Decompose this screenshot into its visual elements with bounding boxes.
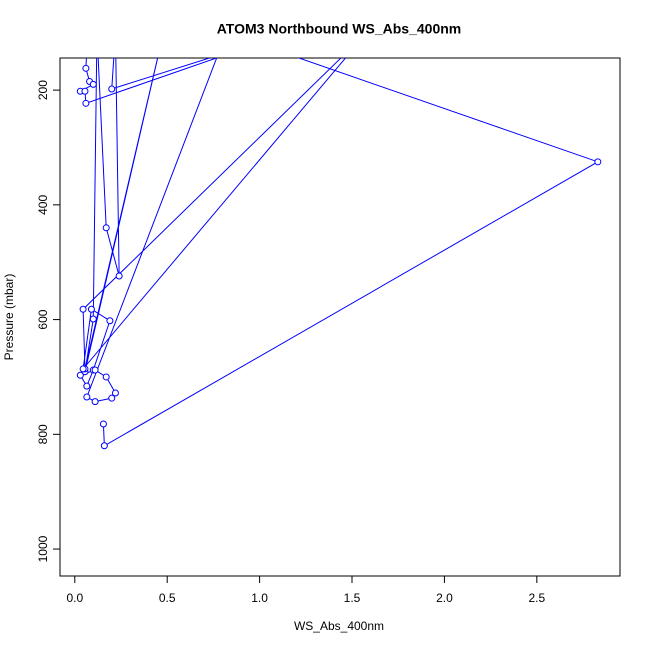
data-point bbox=[594, 158, 602, 166]
data-point bbox=[82, 64, 90, 72]
data-point bbox=[100, 442, 108, 450]
data-point bbox=[76, 371, 84, 379]
data-point bbox=[111, 389, 119, 397]
data-point bbox=[99, 420, 107, 428]
data-line bbox=[79, 58, 600, 447]
data-point bbox=[83, 382, 91, 390]
data-point bbox=[102, 373, 110, 381]
data-point bbox=[112, 30, 118, 36]
y-tick-label: 1000 bbox=[36, 535, 50, 562]
data-point bbox=[108, 394, 116, 402]
data-point bbox=[102, 224, 110, 232]
x-tick-label: 2.0 bbox=[436, 591, 453, 605]
x-tick-label: 1.5 bbox=[344, 591, 361, 605]
x-tick-label: 0.5 bbox=[159, 591, 176, 605]
data-point bbox=[94, 30, 100, 36]
y-tick-label: 800 bbox=[36, 424, 50, 444]
data-point bbox=[89, 80, 97, 88]
y-tick-label: 400 bbox=[36, 195, 50, 215]
y-tick-label: 200 bbox=[36, 80, 50, 100]
x-tick-label: 0.0 bbox=[66, 591, 83, 605]
data-point bbox=[79, 305, 87, 313]
x-tick-label: 2.5 bbox=[528, 591, 545, 605]
x-axis-label: WS_Abs_400nm bbox=[294, 619, 384, 633]
chart-title: ATOM3 Northbound WS_Abs_400nm bbox=[217, 21, 462, 37]
data-point bbox=[81, 87, 89, 95]
y-tick-label: 600 bbox=[36, 309, 50, 329]
data-point bbox=[108, 85, 116, 93]
data-point bbox=[160, 30, 166, 36]
data-point bbox=[83, 393, 91, 401]
data-point bbox=[115, 272, 123, 280]
data-point bbox=[89, 315, 97, 323]
plot-area bbox=[76, 30, 602, 450]
plot-box bbox=[59, 57, 621, 577]
data-point bbox=[85, 30, 91, 36]
data-point bbox=[87, 305, 95, 313]
data-point bbox=[106, 317, 114, 325]
data-point bbox=[79, 365, 87, 373]
x-tick-label: 1.0 bbox=[251, 591, 268, 605]
data-point bbox=[91, 366, 99, 374]
data-point bbox=[91, 398, 99, 406]
y-axis-label: Pressure (mbar) bbox=[2, 274, 16, 361]
data-point bbox=[82, 99, 90, 107]
